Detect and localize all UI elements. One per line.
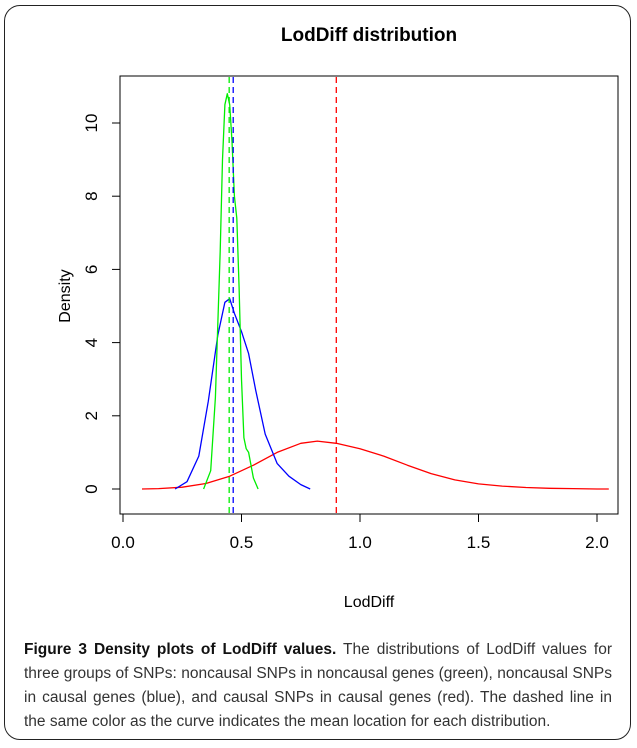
plot-box	[119, 75, 619, 515]
y-axis: 0 2 4 6 8 10	[82, 114, 120, 494]
series-layer	[141, 93, 609, 490]
x-axis-label: LodDiff	[344, 594, 395, 611]
y-tick-label: 10	[82, 114, 101, 133]
chart-title: LodDiff distribution	[281, 25, 457, 46]
caption-heading: Figure 3 Density plots of LodDiff values…	[24, 641, 337, 658]
y-tick-label: 2	[82, 411, 101, 420]
x-axis: 0.0 0.5 1.0 1.5 2.0	[111, 514, 609, 552]
x-tick-label: 1.5	[467, 533, 491, 552]
y-tick-label: 8	[82, 191, 101, 200]
mean-lines	[228, 77, 337, 513]
x-tick-label: 1.0	[348, 533, 372, 552]
blue-density-curve	[174, 298, 311, 490]
x-tick-label: 2.0	[585, 533, 609, 552]
green-density-curve	[202, 93, 259, 490]
red-density-curve	[141, 440, 609, 490]
y-axis-label: Density	[57, 269, 74, 322]
figure-caption: Figure 3 Density plots of LodDiff values…	[24, 638, 612, 734]
figure-frame	[4, 5, 631, 740]
y-tick-label: 6	[82, 265, 101, 274]
x-tick-label: 0.5	[230, 533, 254, 552]
y-tick-label: 0	[82, 484, 101, 493]
y-tick-label: 4	[82, 338, 101, 347]
x-tick-label: 0.0	[111, 533, 135, 552]
caption-body: The distributions of LodDiff values for …	[24, 641, 612, 730]
density-chart: LodDiff distribution 0.0 0.5 1.0 1.5 2.0 0 2 4…	[57, 25, 619, 611]
